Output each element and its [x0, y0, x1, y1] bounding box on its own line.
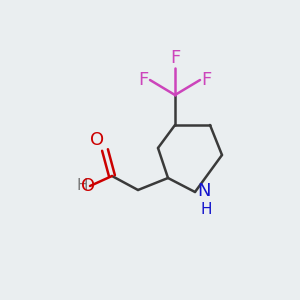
Text: O: O [81, 177, 95, 195]
Text: H: H [200, 202, 212, 217]
Text: F: F [201, 71, 211, 89]
Text: N: N [197, 182, 211, 200]
Text: F: F [170, 49, 180, 67]
Text: O: O [90, 131, 104, 149]
Text: H: H [76, 178, 88, 194]
Text: F: F [139, 71, 149, 89]
